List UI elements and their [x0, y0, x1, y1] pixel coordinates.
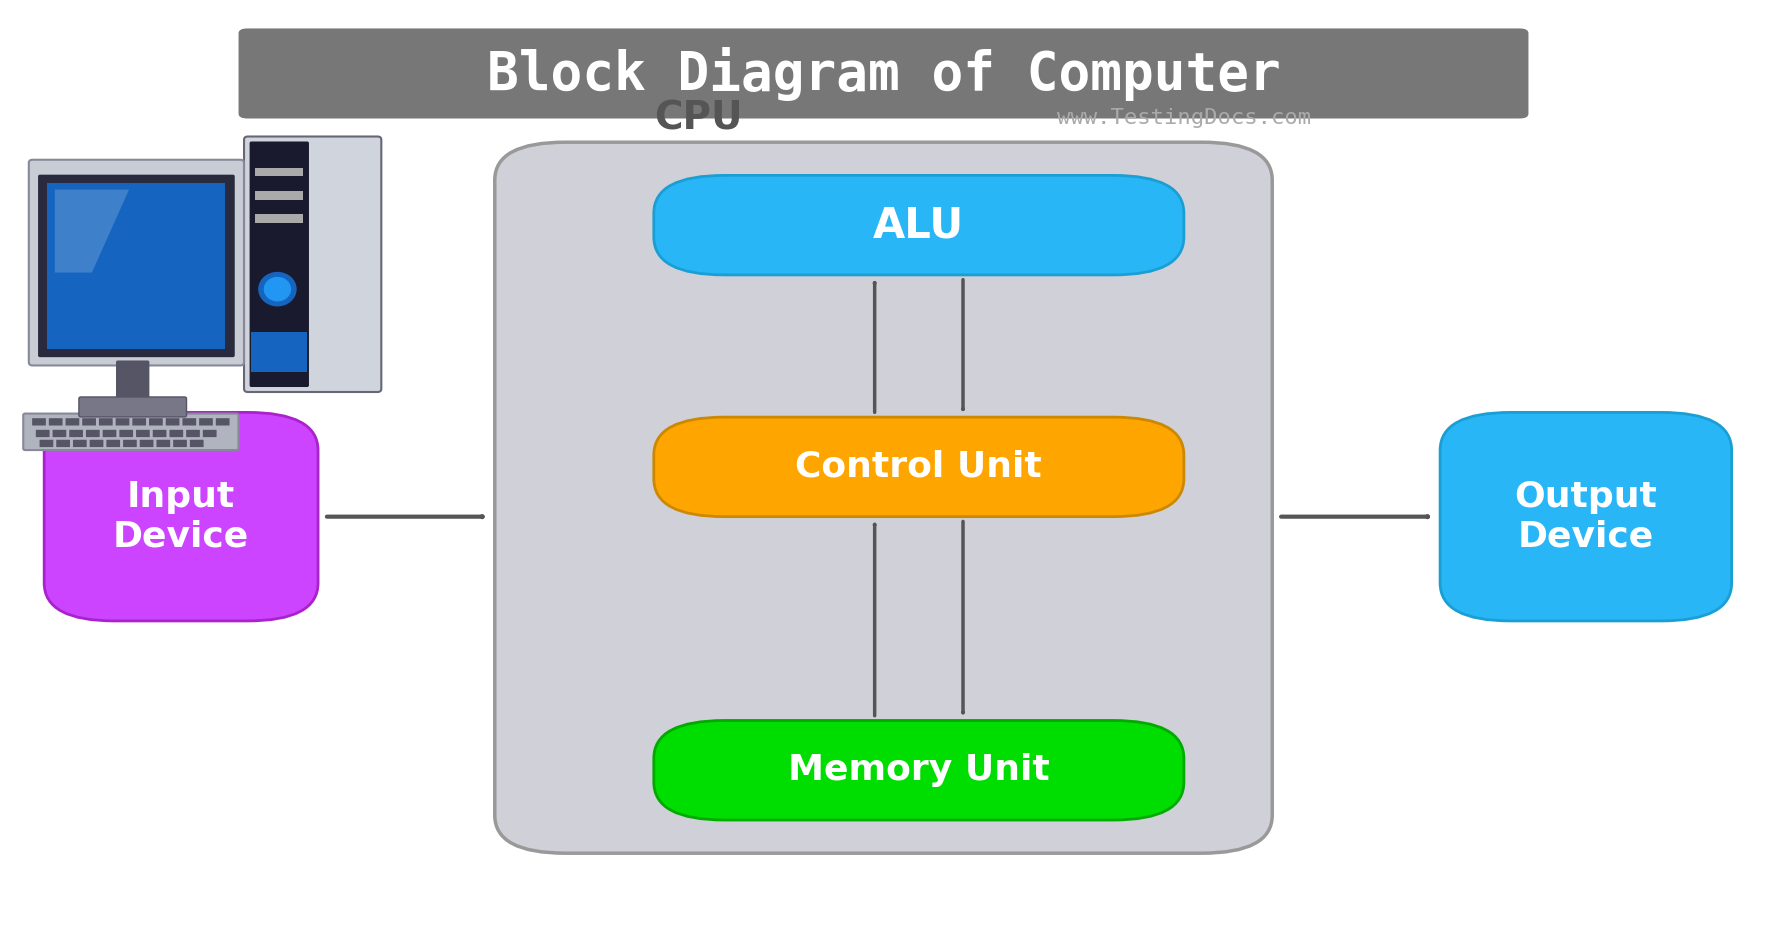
Text: ALU: ALU — [873, 204, 965, 246]
FancyBboxPatch shape — [654, 175, 1184, 275]
Text: www.TestingDocs.com: www.TestingDocs.com — [1057, 108, 1311, 129]
FancyBboxPatch shape — [44, 412, 318, 621]
FancyBboxPatch shape — [1440, 412, 1732, 621]
Text: Block Diagram of Computer: Block Diagram of Computer — [486, 47, 1281, 100]
Text: Input
Device: Input Device — [113, 480, 249, 554]
Text: Control Unit: Control Unit — [795, 450, 1043, 483]
FancyBboxPatch shape — [495, 142, 1272, 853]
FancyBboxPatch shape — [654, 720, 1184, 820]
FancyBboxPatch shape — [654, 417, 1184, 517]
Text: Memory Unit: Memory Unit — [788, 754, 1050, 787]
Text: Output
Device: Output Device — [1514, 480, 1657, 554]
Text: CPU: CPU — [654, 100, 742, 137]
FancyBboxPatch shape — [239, 28, 1528, 118]
